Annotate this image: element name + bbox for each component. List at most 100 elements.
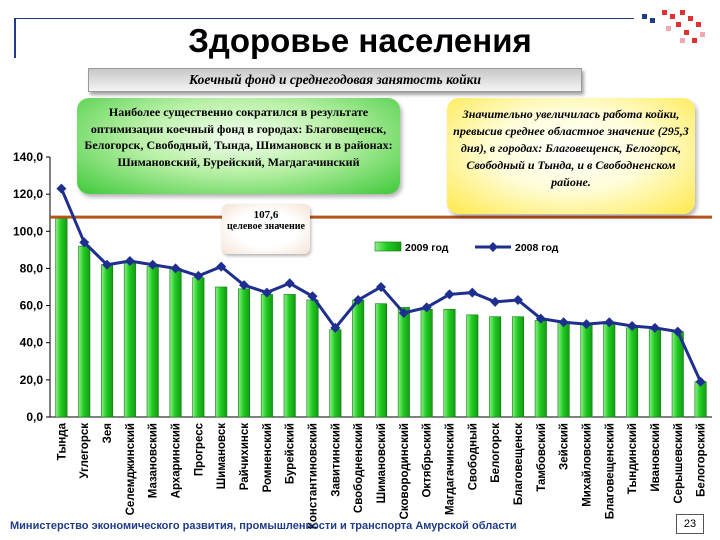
category-label-22: Зейский [559, 423, 571, 470]
category-label-26: Ивановский [650, 423, 662, 492]
bar-2009-15 [397, 307, 410, 418]
point-2008-17 [444, 289, 455, 300]
bar-2009-10 [283, 294, 296, 418]
category-label-27: Серышевский [673, 423, 685, 504]
bar-2009-0 [55, 217, 68, 418]
y-tick-label: 0,0 [26, 410, 43, 424]
decor-dots-logo [642, 10, 705, 43]
bar-2009-18 [466, 314, 479, 418]
category-label-21: Тамбовский [536, 423, 548, 492]
bar-2009-25 [626, 327, 639, 418]
point-2008-7 [216, 261, 227, 272]
legend-line-label: 2008 год [515, 242, 559, 254]
category-label-13: Свободненский [353, 423, 365, 513]
category-label-14: Шимановский [376, 423, 388, 503]
decor-line-vertical [14, 18, 16, 58]
legend-bar-swatch [374, 241, 402, 252]
y-tick-label: 80,0 [20, 261, 44, 275]
target-callout: 107,6 целевое значение [222, 204, 310, 254]
category-label-28: Белогорский [696, 423, 708, 497]
target-value: 107,6 [253, 209, 279, 221]
note-yellow-text: Значительно увеличилась работа койки, пр… [453, 107, 689, 189]
bar-2009-26 [648, 329, 661, 418]
bar-2009-23 [580, 323, 593, 418]
point-2008-28 [695, 376, 706, 387]
category-label-17: Магдагачинский [444, 423, 456, 515]
bar-2009-16 [420, 308, 433, 418]
category-label-16: Октябрьский [422, 423, 434, 498]
point-2008-26 [649, 322, 660, 333]
legend-bar-label: 2009 год [405, 242, 449, 254]
note-yellow-callout: Значительно увеличилась работа койки, пр… [447, 98, 695, 214]
bar-2009-24 [603, 323, 616, 418]
point-2008-0 [56, 183, 67, 194]
footer-ministry: Министерство экономического развития, пр… [10, 520, 517, 532]
point-2008-18 [467, 287, 478, 298]
bar-2009-2 [101, 264, 114, 418]
bar-2009-8 [238, 288, 251, 418]
note-green-text: Наиболее существенно сократился в резуль… [84, 105, 393, 169]
point-2008-19 [490, 296, 501, 307]
category-label-11: Константиновский [308, 423, 320, 529]
category-label-15: Сковородинский [399, 423, 411, 519]
category-label-0: Тында [56, 422, 68, 460]
page-number: 23 [676, 514, 704, 534]
category-label-19: Белогорск [490, 423, 502, 483]
y-tick-label: 140,0 [13, 150, 43, 164]
point-2008-5 [170, 263, 181, 274]
category-label-20: Благовещенск [513, 423, 525, 505]
bar-2009-6 [192, 277, 205, 418]
page-title: Здоровье населения [188, 22, 532, 59]
point-2008-20 [512, 295, 523, 305]
category-label-7: Шимановск [216, 423, 228, 490]
y-tick-label: 40,0 [20, 336, 44, 350]
category-label-1: Углегорск [79, 423, 91, 479]
point-2008-4 [147, 259, 158, 270]
y-tick-label: 120,0 [13, 187, 43, 201]
bar-2009-1 [78, 245, 91, 418]
category-label-4: Мазановский [148, 423, 160, 498]
point-2008-3 [124, 256, 135, 266]
bar-2009-12 [329, 329, 342, 418]
decor-line-horizontal [14, 18, 634, 19]
y-tick-label: 20,0 [20, 373, 44, 387]
bar-2009-21 [534, 320, 547, 418]
bar-2009-20 [511, 316, 524, 418]
bar-2009-5 [169, 268, 182, 418]
note-green-callout: Наиболее существенно сократился в резуль… [77, 98, 400, 194]
bar-2009-27 [671, 331, 684, 418]
y-tick-label: 60,0 [20, 299, 44, 313]
point-2008-2 [102, 259, 113, 270]
category-label-23: Михайловский [581, 423, 593, 507]
bar-2009-28 [694, 381, 707, 418]
point-2008-11 [307, 291, 318, 302]
point-2008-21 [535, 313, 546, 324]
point-2008-14 [376, 282, 386, 292]
point-2008-12 [330, 322, 341, 333]
bar-2009-14 [374, 303, 388, 418]
bar-2009-13 [352, 299, 365, 418]
point-2008-10 [284, 278, 295, 289]
category-label-5: Архаринский [171, 423, 183, 498]
bar-2009-3 [123, 262, 136, 418]
point-2008-9 [261, 287, 272, 298]
chart-subtitle: Коечный фонд и среднегодовая занятость к… [88, 68, 582, 92]
bar-2009-19 [489, 316, 502, 418]
category-label-24: Благовещенский [604, 423, 616, 519]
point-2008-15 [398, 308, 409, 318]
point-2008-16 [421, 302, 432, 313]
category-label-10: Бурейский [285, 423, 297, 484]
category-label-18: Свободный [467, 423, 479, 490]
chart-subtitle-text: Коечный фонд и среднегодовая занятость к… [188, 72, 482, 87]
point-2008-25 [627, 321, 638, 331]
category-label-25: Тындинский [627, 423, 639, 494]
bar-2009-22 [557, 321, 570, 418]
bar-2009-4 [146, 266, 159, 418]
point-2008-22 [558, 317, 569, 328]
category-label-8: Райчихинск [239, 423, 251, 491]
category-label-6: Прогресс [193, 422, 205, 476]
point-2008-27 [672, 326, 683, 337]
point-2008-6 [193, 270, 204, 281]
point-2008-8 [239, 280, 250, 291]
legend-line-marker [488, 242, 498, 252]
